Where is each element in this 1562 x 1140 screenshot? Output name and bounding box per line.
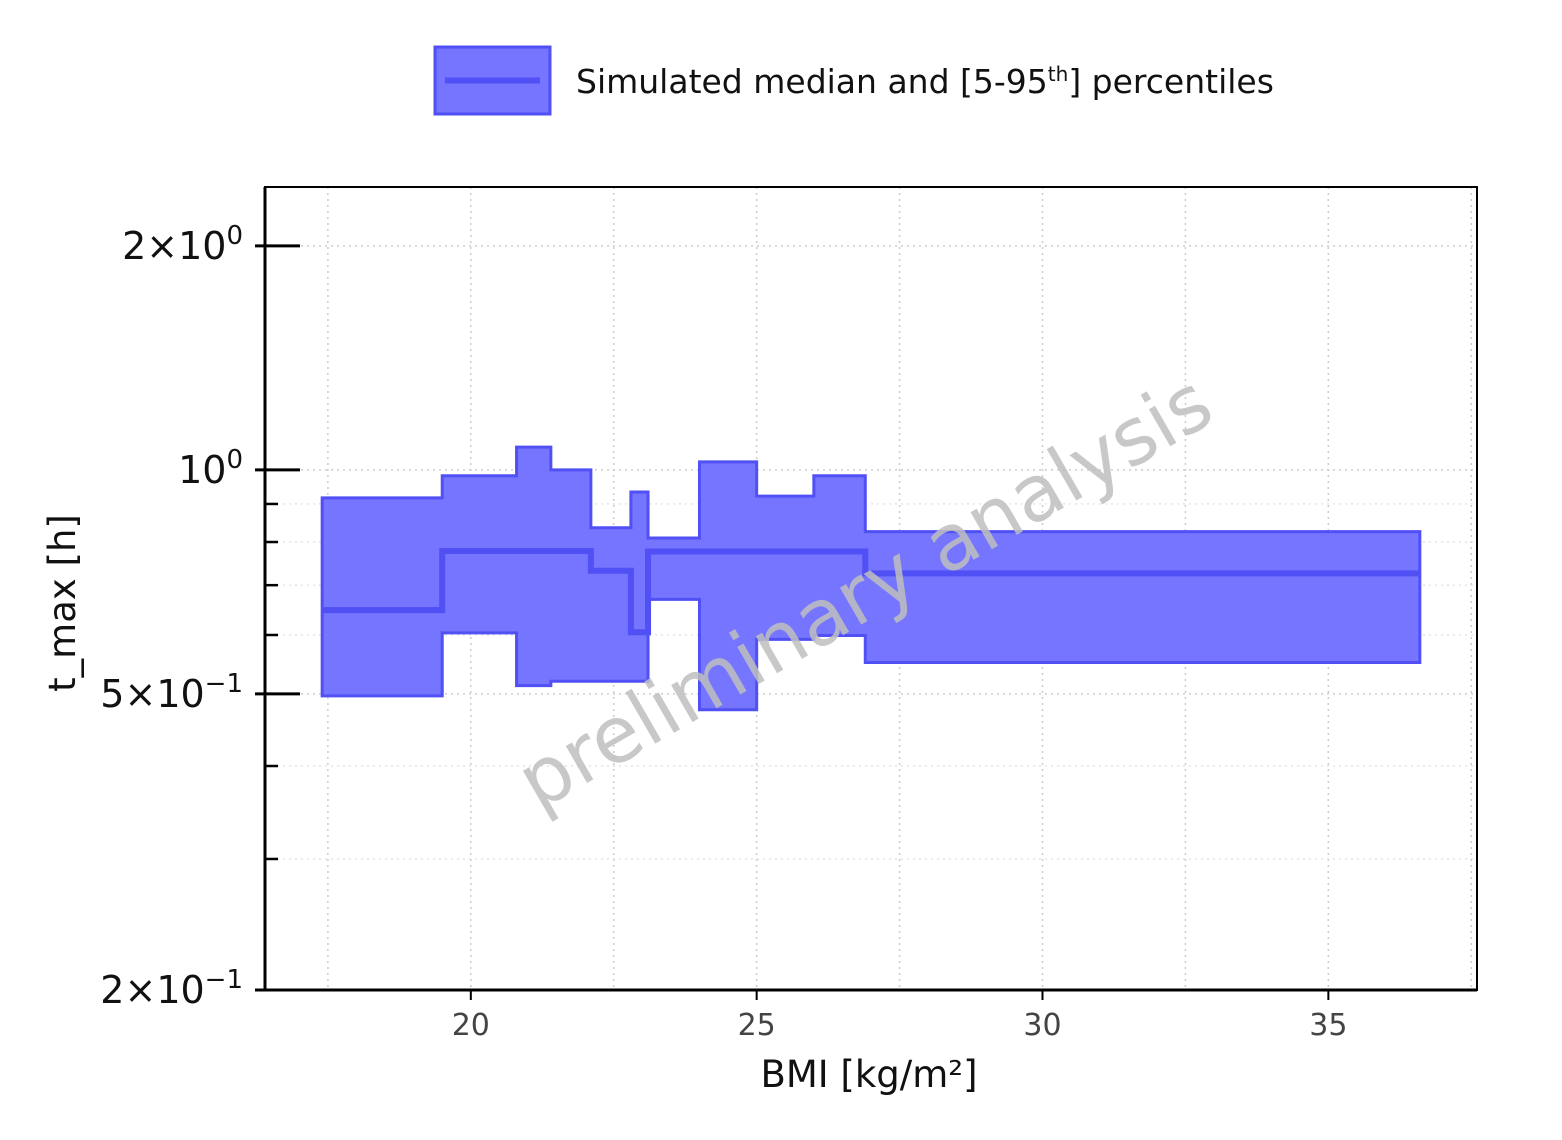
- percentile-band: [320, 445, 1422, 712]
- y-tick-label: 5×10−1: [100, 669, 243, 716]
- legend-label-sup: th: [1048, 62, 1069, 86]
- y-tick-label: 100: [178, 445, 243, 492]
- legend: Simulated median and [5-95th] percentile…: [433, 45, 1274, 116]
- y-axis-label: t_max [h]: [41, 514, 84, 692]
- x-tick-label: 30: [1023, 1008, 1061, 1043]
- y-tick-label: 2×100: [122, 221, 243, 268]
- y-tick-label: 2×10−1: [100, 965, 243, 1012]
- legend-label: Simulated median and [5-95th] percentile…: [576, 62, 1274, 101]
- x-axis-ticks: 20 25 30 35: [452, 990, 1347, 1043]
- x-tick-label: 20: [452, 1008, 490, 1043]
- percentile-band-area: [320, 445, 1422, 712]
- median-line: [322, 548, 1420, 636]
- y-axis-ticks: 2×100 100 5×10−1 2×10−1: [100, 221, 300, 1012]
- x-tick-label: 25: [738, 1008, 776, 1043]
- x-tick-label: 35: [1309, 1008, 1347, 1043]
- x-axis-label: BMI [kg/m²]: [760, 1053, 977, 1096]
- median-step-line: [322, 548, 1420, 636]
